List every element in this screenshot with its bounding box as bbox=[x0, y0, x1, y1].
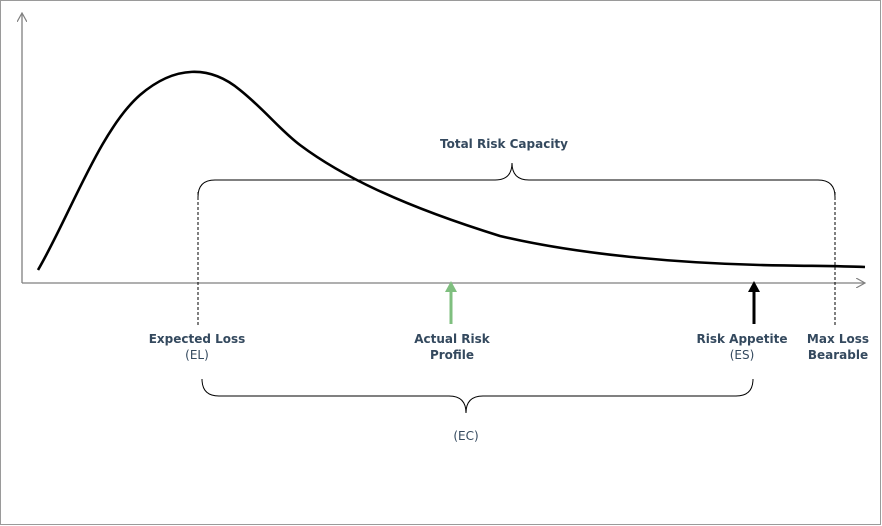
actual-risk-label-line1: Actual Risk bbox=[414, 332, 491, 346]
risk-appetite-label: Risk Appetite bbox=[697, 332, 788, 346]
expected-loss-abbr: (EL) bbox=[185, 348, 209, 362]
expected-loss-label: Expected Loss bbox=[149, 332, 246, 346]
economic-capital-brace bbox=[201, 378, 754, 414]
total-risk-capacity-brace bbox=[197, 162, 836, 198]
economic-capital-label: (EC) bbox=[453, 429, 478, 443]
loss-distribution-curve bbox=[36, 70, 866, 271]
risk-appetite-abbr: (ES) bbox=[730, 348, 755, 362]
risk-appetite-arrowhead bbox=[748, 281, 760, 292]
total-risk-capacity-label: Total Risk Capacity bbox=[440, 137, 568, 151]
max-loss-label-line1: Max Loss bbox=[807, 332, 869, 346]
actual-risk-arrowhead bbox=[445, 281, 457, 292]
max-loss-label-line2: Bearable bbox=[808, 348, 868, 362]
actual-risk-label-line2: Profile bbox=[430, 348, 474, 362]
